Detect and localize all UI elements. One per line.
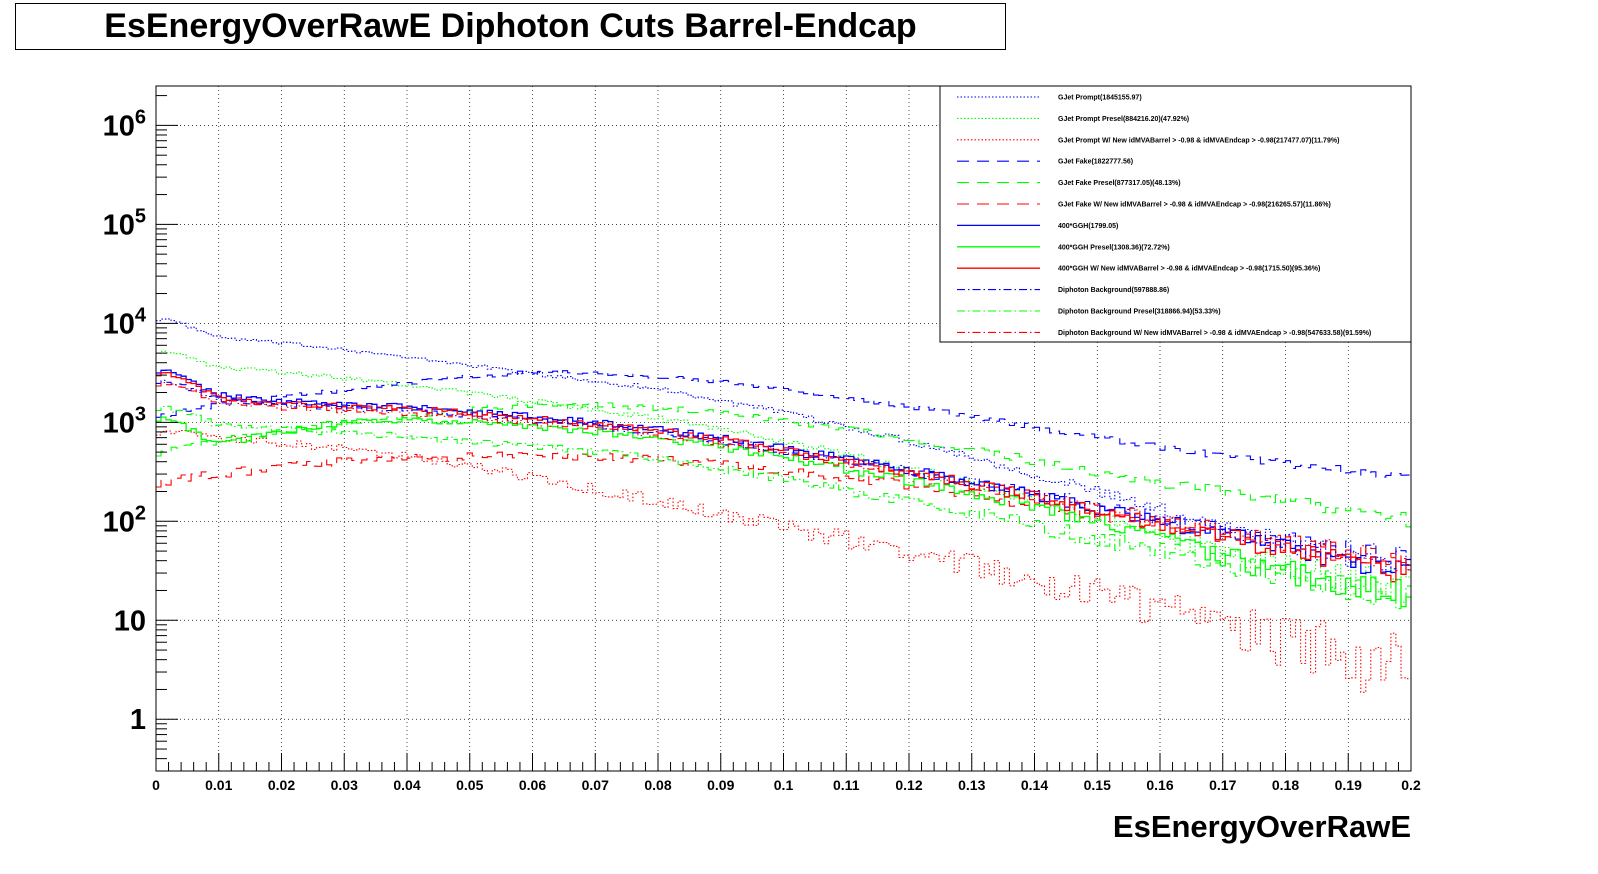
legend-entry-label: GJet Fake Presel(877317.05)(48.13%) <box>1058 180 1181 187</box>
legend-entry-label: GJet Prompt(1845155.97) <box>1058 95 1142 102</box>
y-tick-label: 10 <box>114 605 146 637</box>
series-line <box>156 350 1411 593</box>
legend-entry-label: GJet Fake(1822777.56) <box>1058 159 1133 166</box>
x-tick-label: 0.19 <box>1335 777 1362 793</box>
x-tick-label: 0.16 <box>1146 777 1173 793</box>
x-tick-label: 0.2 <box>1401 777 1421 793</box>
axis-layer: 0 0.01 0.02 0.03 0.04 0.05 0.06 0.07 0.08 0.09 0.1… <box>103 95 1421 793</box>
legend-entry-label: 400*GGH Presel(1308.36)(72.72%) <box>1058 244 1170 251</box>
x-tick-label: 0.04 <box>393 777 420 793</box>
x-tick-label: 0.18 <box>1272 777 1299 793</box>
series-line <box>156 379 1411 570</box>
series-line <box>156 401 1411 528</box>
x-tick-label: 0.07 <box>582 777 609 793</box>
legend-entry-label: 400*GGH(1799.05) <box>1058 223 1118 230</box>
y-tick-label: 102 <box>103 502 146 538</box>
x-tick-label: 0.02 <box>268 777 295 793</box>
x-axis-title: EsEnergyOverRawE <box>1113 809 1411 844</box>
y-tick-label: 104 <box>103 304 147 340</box>
legend-entry-label: GJet Prompt W/ New idMVABarrel > -0.98 &… <box>1058 137 1339 144</box>
x-tick-label: 0.05 <box>456 777 483 793</box>
x-tick-label: 0.15 <box>1084 777 1111 793</box>
x-tick-label: 0.03 <box>331 777 358 793</box>
legend: GJet Prompt(1845155.97) GJet Prompt Prese… <box>939 85 1412 343</box>
y-tick-label: 106 <box>103 106 146 142</box>
series-line <box>156 416 1411 608</box>
x-tick-label: 0.11 <box>833 777 860 793</box>
x-tick-label: 0.09 <box>707 777 734 793</box>
y-tick-label: 1 <box>130 704 146 736</box>
chart-title: EsEnergyOverRawE Diphoton Cuts Barrel-En… <box>104 7 917 45</box>
x-tick-label: 0.13 <box>958 777 985 793</box>
x-tick-label: 0.06 <box>519 777 546 793</box>
series-line <box>156 430 1411 693</box>
x-tick-label: 0.08 <box>644 777 671 793</box>
y-tick-label: 103 <box>103 403 146 439</box>
legend-box <box>939 85 1412 343</box>
legend-entry-label: GJet Fake W/ New idMVABarrel > -0.98 & i… <box>1058 202 1331 209</box>
series-line <box>156 370 1411 478</box>
series-line <box>156 451 1411 564</box>
x-tick-label: 0.01 <box>205 777 232 793</box>
legend-entry-label: 400*GGH W/ New idMVABarrel > -0.98 & idM… <box>1058 266 1320 273</box>
x-tick-label: 0.17 <box>1209 777 1236 793</box>
legend-entry-label: Diphoton Background(597888.86) <box>1058 287 1169 294</box>
x-tick-label: 0 <box>152 777 160 793</box>
series-line <box>156 318 1411 574</box>
series-line <box>156 405 1411 610</box>
x-tick-label: 0.12 <box>895 777 922 793</box>
legend-entry-label: Diphoton Background Presel(318866.94)(53… <box>1058 309 1221 316</box>
legend-entry-label: GJet Prompt Presel(884216.20)(47.92%) <box>1058 116 1189 123</box>
y-tick-label: 105 <box>103 205 146 241</box>
legend-entry-label: Diphoton Background W/ New idMVABarrel >… <box>1058 330 1371 337</box>
chart-title-box: EsEnergyOverRawE Diphoton Cuts Barrel-En… <box>15 3 1006 50</box>
x-tick-label: 0.14 <box>1021 777 1048 793</box>
x-tick-label: 0.1 <box>774 777 794 793</box>
series-line <box>156 382 1411 572</box>
series-layer <box>156 318 1411 693</box>
